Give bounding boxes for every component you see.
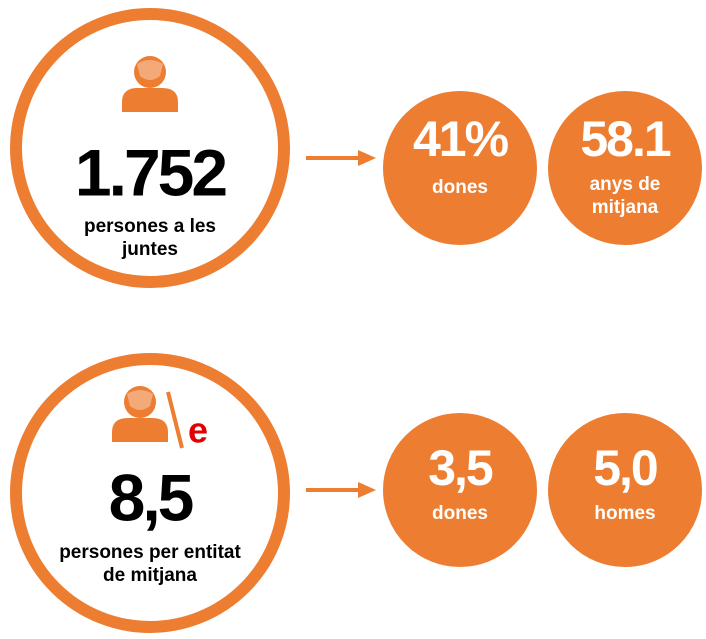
stat-label: anys de [590, 174, 661, 195]
arrow-head [358, 150, 376, 166]
stat-value: 5,0 [593, 440, 657, 496]
main-label: persones per entitat [59, 542, 241, 563]
main-circle [10, 353, 290, 633]
stat-circle [542, 85, 706, 251]
suffix: e [188, 410, 208, 451]
stat-value: 3,5 [428, 440, 493, 496]
stat-value: 41% [413, 111, 509, 167]
stat-label: homes [594, 503, 655, 524]
main-number: 8,5 [109, 460, 193, 534]
main-label: persones a les [84, 216, 216, 237]
stat-value: 58.1 [580, 111, 671, 167]
main-circle [10, 8, 290, 288]
main-label: de mitjana [103, 565, 197, 586]
stat-label: dones [432, 177, 488, 198]
stat-label: dones [432, 503, 488, 524]
main-label: juntes [121, 239, 178, 260]
stat-circle [542, 407, 706, 573]
main-number: 1.752 [75, 135, 226, 209]
stat-circle [377, 85, 543, 251]
stat-circle [377, 407, 543, 573]
stat-label: mitjana [592, 197, 659, 218]
arrow-head [358, 482, 376, 498]
slash [166, 391, 184, 449]
